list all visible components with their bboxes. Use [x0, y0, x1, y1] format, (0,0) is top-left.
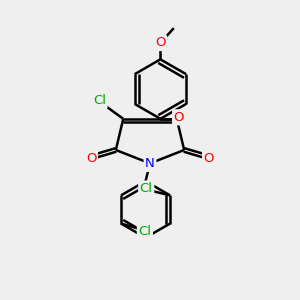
Text: O: O — [204, 152, 214, 164]
Text: O: O — [174, 111, 184, 124]
Text: Cl: Cl — [93, 94, 106, 107]
Text: Cl: Cl — [140, 182, 153, 195]
Text: O: O — [155, 37, 166, 50]
Text: O: O — [86, 152, 96, 164]
Text: Cl: Cl — [138, 225, 152, 239]
Text: N: N — [145, 158, 155, 170]
